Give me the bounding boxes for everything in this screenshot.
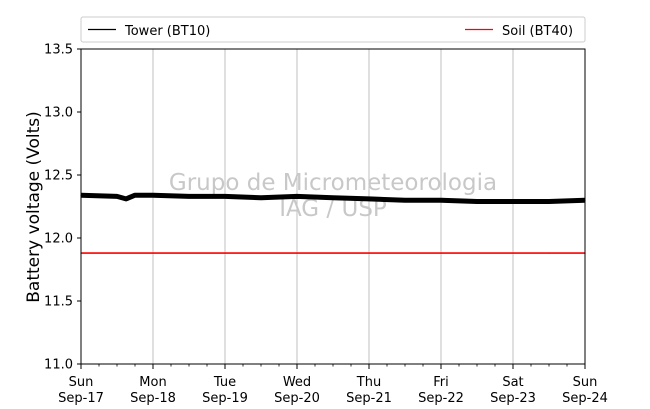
- data-point-tower: [125, 198, 127, 200]
- y-tick-label: 12.0: [44, 232, 73, 247]
- watermark-line-1: Grupo de Micrometeorologia: [169, 170, 497, 196]
- x-tick-day: Sun: [69, 375, 94, 390]
- x-tick-date: Sep-24: [562, 391, 608, 406]
- data-point-soil: [152, 252, 154, 254]
- x-tick-day: Tue: [213, 375, 236, 390]
- data-point-tower: [260, 197, 262, 199]
- data-point-soil: [368, 252, 370, 254]
- data-point-soil: [224, 252, 226, 254]
- data-point-soil: [512, 252, 514, 254]
- data-point-tower: [404, 199, 406, 201]
- vertical-grid: [152, 49, 514, 364]
- y-tick-label: 11.5: [44, 295, 73, 310]
- y-tick-label: 12.5: [44, 169, 73, 184]
- data-point-tower: [368, 198, 370, 200]
- series-layer: [80, 192, 586, 254]
- x-tick-date: Sep-21: [346, 391, 392, 406]
- data-point-tower: [224, 195, 226, 197]
- legend-frame: [80, 16, 586, 43]
- legend-label-tower: Tower (BT10): [124, 24, 210, 39]
- data-point-tower: [332, 197, 334, 199]
- data-point-soil: [440, 252, 442, 254]
- data-point-tower: [512, 200, 514, 203]
- x-tick-date: Sep-19: [202, 391, 248, 406]
- data-point-soil: [296, 252, 298, 254]
- legend-label-soil: Soil (BT40): [502, 24, 573, 39]
- data-point-tower: [152, 194, 154, 196]
- y-axis: 11.0 11.5 12.0 12.5 13.0 13.5: [44, 43, 81, 373]
- x-tick-date: Sep-23: [490, 391, 536, 406]
- legend: Tower (BT10) Soil (BT40): [80, 16, 586, 43]
- y-tick-label: 13.0: [44, 106, 73, 121]
- data-point-tower: [188, 195, 190, 197]
- data-point-soil: [548, 252, 550, 254]
- x-tick-day: Sun: [573, 375, 598, 390]
- x-tick-day: Fri: [433, 375, 449, 390]
- y-tick-label: 11.0: [44, 358, 73, 373]
- x-axis: SunSep-17MonSep-18TueSep-19WedSep-20ThuS…: [58, 364, 608, 406]
- data-point-tower: [548, 200, 550, 203]
- data-point-tower: [134, 194, 136, 196]
- y-axis-label: Battery voltage (Volts): [24, 111, 44, 302]
- x-tick-day: Sat: [502, 375, 523, 390]
- data-point-tower: [116, 195, 118, 197]
- x-tick-date: Sep-22: [418, 391, 464, 406]
- data-point-tower: [440, 199, 442, 201]
- x-tick-day: Thu: [356, 375, 381, 390]
- data-point-tower: [476, 200, 478, 203]
- data-point-tower: [296, 195, 298, 197]
- x-tick-day: Mon: [139, 375, 166, 390]
- x-tick-date: Sep-18: [130, 391, 176, 406]
- y-tick-label: 13.5: [44, 43, 73, 58]
- x-tick-date: Sep-20: [274, 391, 320, 406]
- x-tick-date: Sep-17: [58, 391, 104, 406]
- x-tick-day: Wed: [283, 375, 311, 390]
